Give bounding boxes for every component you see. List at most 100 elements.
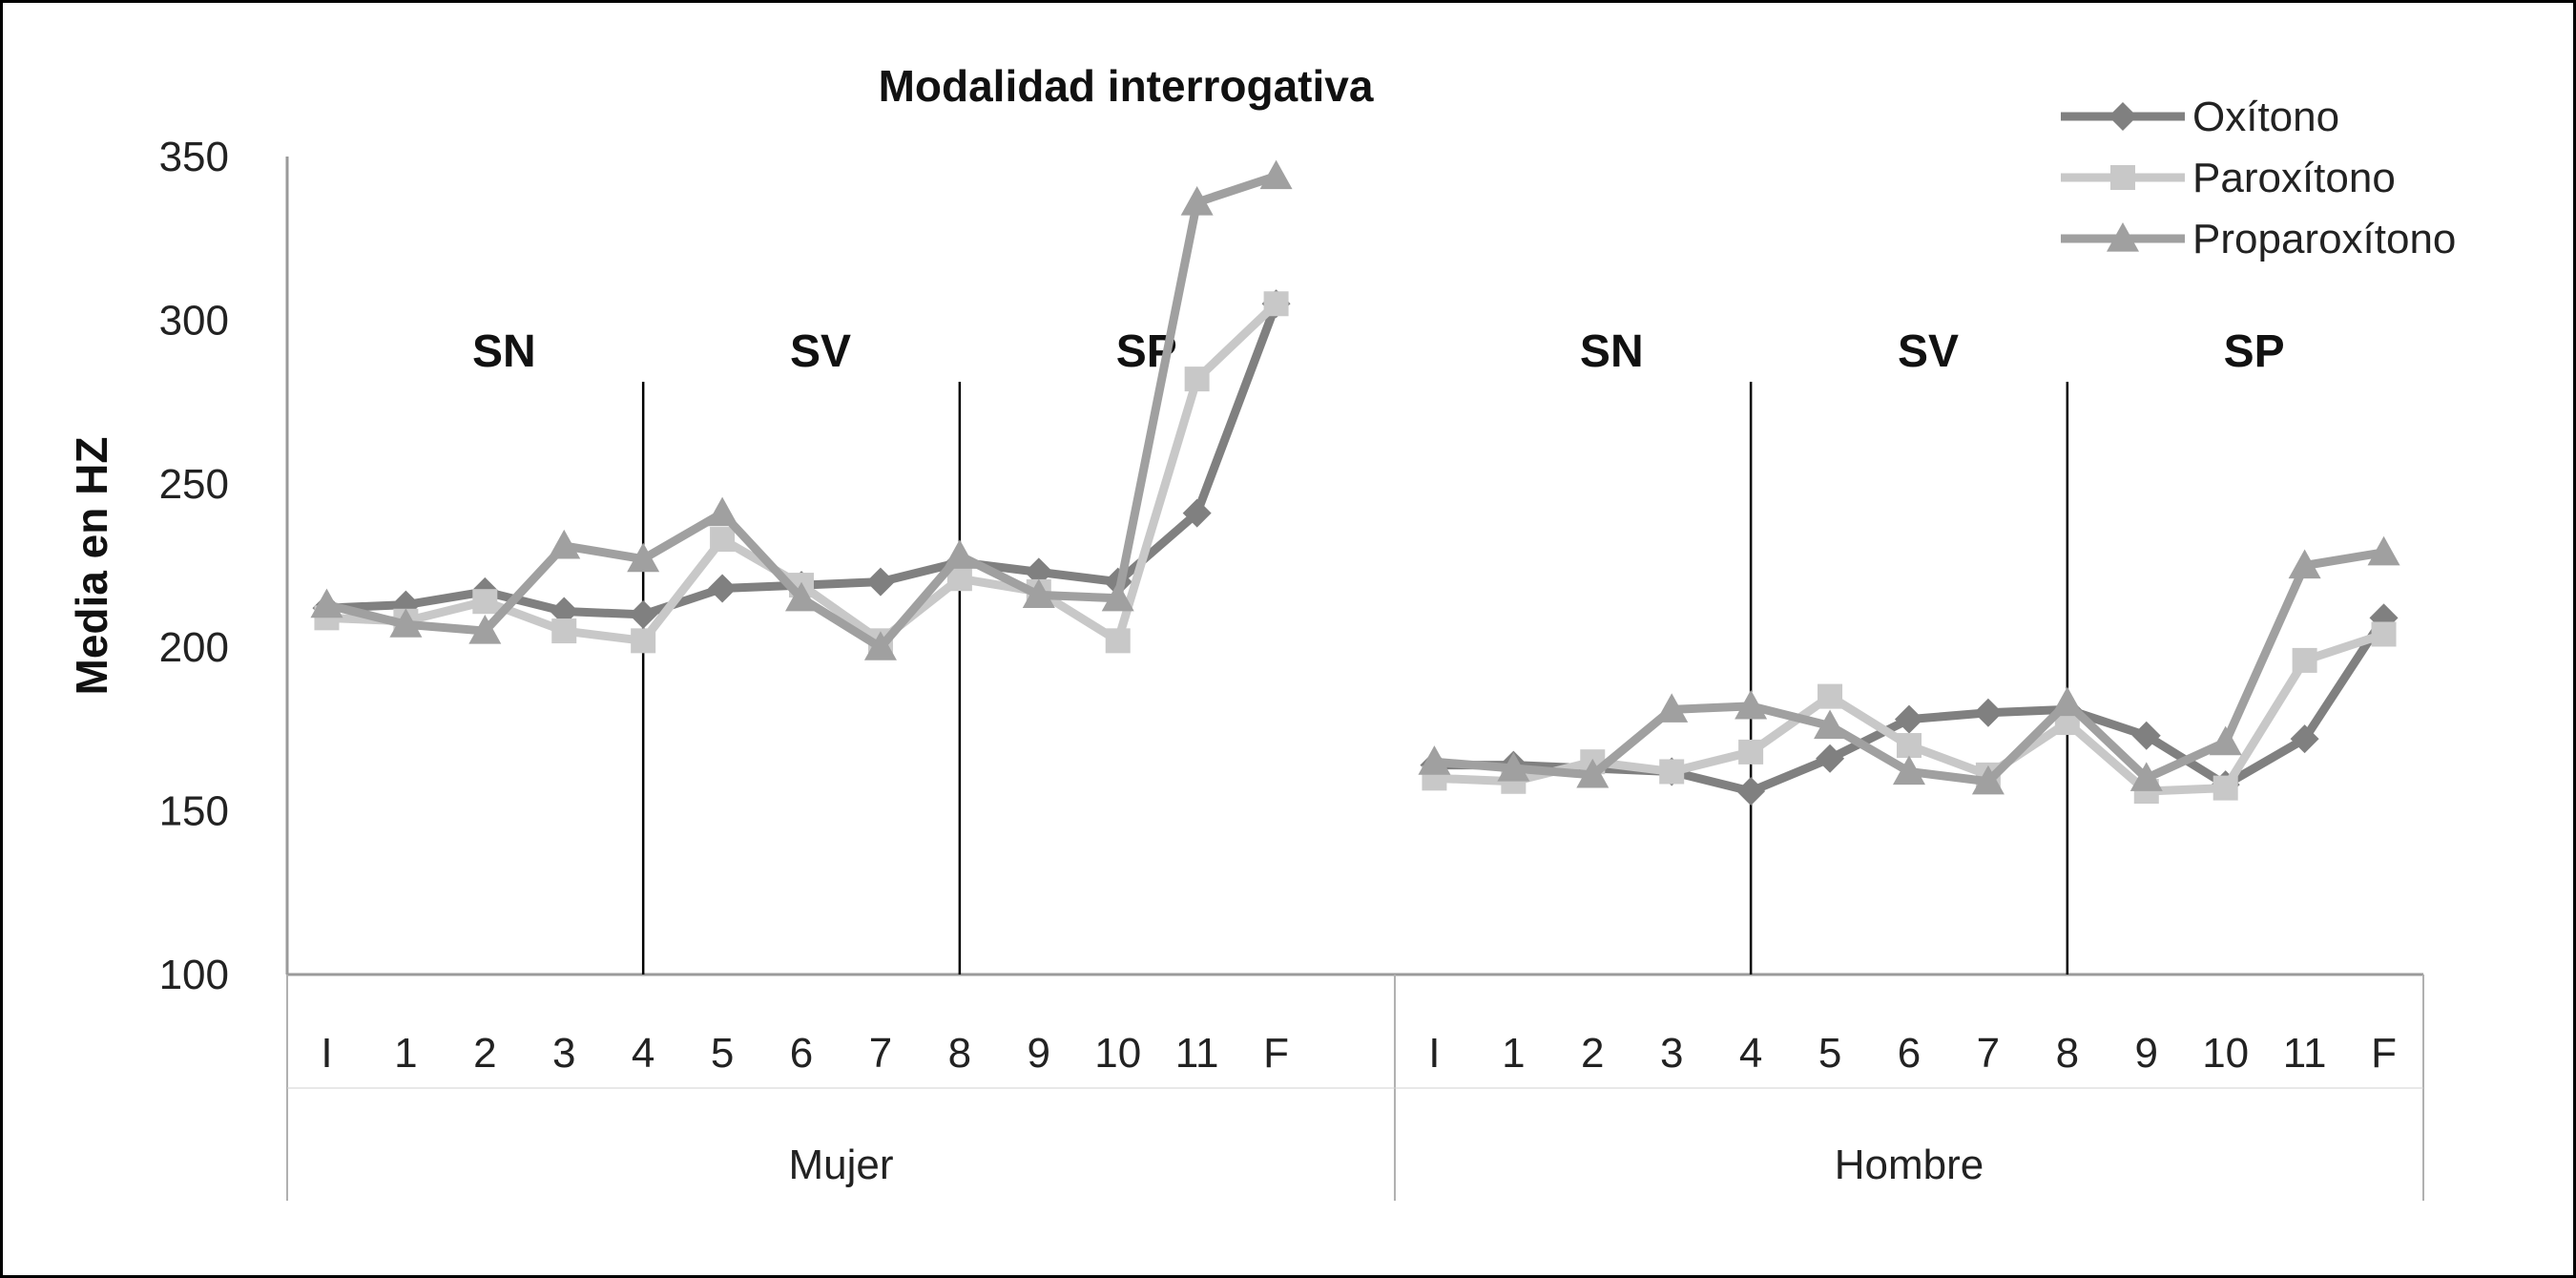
data-point <box>2371 621 2397 647</box>
data-point <box>1182 498 1212 528</box>
data-point <box>1735 689 1768 720</box>
data-point <box>629 599 658 629</box>
data-point <box>1263 291 1289 317</box>
data-point <box>943 539 976 569</box>
data-point <box>548 529 581 559</box>
x-tick-label: 3 <box>1660 1030 1683 1077</box>
x-tick-label: 5 <box>1818 1030 1841 1077</box>
legend-marker-square-icon <box>2110 165 2135 190</box>
data-point <box>1655 693 1689 723</box>
x-tick-label: 7 <box>1977 1030 2000 1077</box>
y-tick-label: 250 <box>159 461 229 508</box>
data-point <box>1576 758 1610 788</box>
data-point <box>1736 777 1766 807</box>
data-point <box>785 581 819 612</box>
x-tick-label: 4 <box>632 1030 654 1077</box>
data-point <box>2212 775 2238 801</box>
region-label-sn: SN <box>472 326 536 377</box>
data-point <box>2290 724 2319 754</box>
legend-label: Paroxítono <box>2192 155 2396 201</box>
data-point <box>2209 725 2242 756</box>
x-tick-label: 3 <box>552 1030 575 1077</box>
legend-item: Proparoxítono <box>2061 216 2456 262</box>
data-point <box>631 628 656 654</box>
x-tick-label: 10 <box>1094 1030 1141 1077</box>
x-tick-label: 2 <box>473 1030 496 1077</box>
data-point <box>550 597 579 626</box>
data-point <box>1180 185 1214 216</box>
data-point <box>1659 759 1685 785</box>
series-paroxtono <box>314 291 2397 805</box>
x-tick-label: 8 <box>948 1030 971 1077</box>
x-group-label: Mujer <box>788 1142 893 1188</box>
data-point <box>1184 367 1210 392</box>
data-point <box>708 574 737 603</box>
x-tick-label: F <box>2371 1030 2397 1077</box>
legend-item: Paroxítono <box>2061 155 2396 201</box>
y-tick-label: 150 <box>159 788 229 835</box>
chart-title: Modalidad interrogativa <box>879 61 1374 111</box>
x-tick-label: 7 <box>869 1030 892 1077</box>
data-point <box>865 567 895 597</box>
data-point <box>1105 628 1131 654</box>
data-point <box>1024 557 1053 587</box>
y-tick-label: 200 <box>159 624 229 671</box>
data-point <box>1022 578 1055 608</box>
legend-item: Oxítono <box>2061 94 2339 140</box>
x-tick-label: 8 <box>2056 1030 2079 1077</box>
data-point <box>1738 739 1764 765</box>
legend-label: Proparoxítono <box>2192 216 2456 262</box>
data-point <box>2050 686 2084 717</box>
x-tick-label: 1 <box>394 1030 417 1077</box>
data-point <box>1896 733 1922 759</box>
data-point <box>1418 745 1451 775</box>
x-axis-ticks: I 1 2 3 4 5 6 7 8 9 10 11 F Mujer I 1 2 3 4 5 6 7 8 9 10 11 F Hombr… <box>321 1030 2397 1188</box>
data-point <box>468 615 502 644</box>
x-tick-label: I <box>1428 1030 1440 1077</box>
data-point <box>1259 159 1293 190</box>
x-group-label: Hombre <box>1835 1142 1984 1188</box>
data-point <box>2292 647 2317 673</box>
data-point <box>1818 683 1843 709</box>
legend-marker-diamond-icon <box>2109 102 2137 131</box>
data-point <box>1894 704 1923 734</box>
data-point <box>1497 752 1530 782</box>
region-label-sn: SN <box>1580 326 1644 377</box>
data-point <box>551 618 577 644</box>
data-point <box>2367 535 2400 566</box>
y-tick-label: 350 <box>159 134 229 180</box>
x-tick-label: 10 <box>2202 1030 2249 1077</box>
x-tick-label: 11 <box>1175 1030 1219 1077</box>
x-tick-label: 9 <box>1028 1030 1050 1077</box>
data-point <box>2129 762 2163 791</box>
data-point <box>627 542 660 573</box>
x-tick-label: 6 <box>790 1030 813 1077</box>
data-point <box>710 527 736 553</box>
data-point <box>1892 755 1925 786</box>
x-tick-label: F <box>1263 1030 1289 1077</box>
data-point <box>310 588 343 618</box>
data-point <box>1816 744 1845 773</box>
data-point <box>2131 721 2161 750</box>
data-point <box>706 496 739 527</box>
data-point <box>1814 709 1847 740</box>
x-tick-label: 1 <box>1502 1030 1525 1077</box>
data-point <box>1971 765 2005 795</box>
series-layer <box>310 159 2400 807</box>
region-label-sp: SP <box>2224 326 2285 377</box>
x-tick-label: 9 <box>2135 1030 2158 1077</box>
region-label-sv: SV <box>1898 326 1959 377</box>
x-tick-label: 5 <box>711 1030 734 1077</box>
axes <box>285 157 2424 1201</box>
region-separators <box>641 382 2069 974</box>
data-point <box>2288 549 2321 579</box>
data-point <box>863 631 897 660</box>
x-tick-label: 11 <box>2283 1030 2327 1077</box>
y-axis-ticks: 100 150 200 250 300 350 <box>159 134 229 998</box>
legend-label: Oxítono <box>2192 94 2339 140</box>
data-point <box>1101 581 1134 612</box>
data-point <box>472 589 498 615</box>
y-tick-label: 100 <box>159 952 229 998</box>
series-proparoxtono <box>310 159 2400 795</box>
